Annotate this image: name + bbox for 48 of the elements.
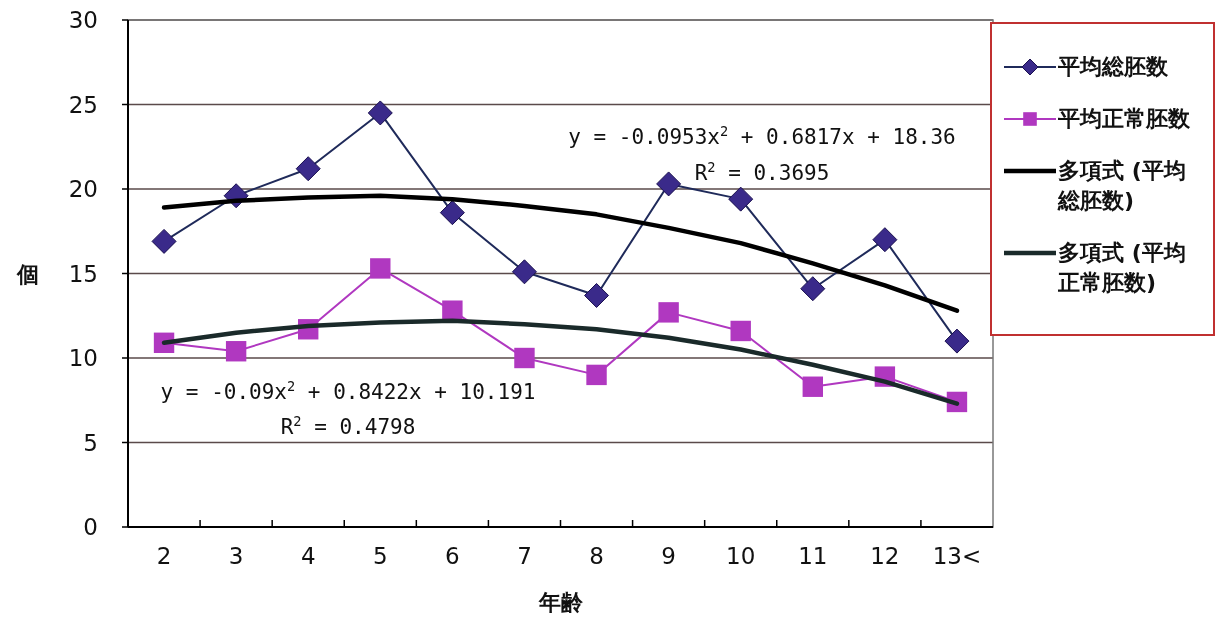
- point: [151, 228, 177, 254]
- legend-label: 多項式 (平均正常胚数): [1058, 239, 1187, 297]
- annotation: y = -0.09x$^{2}$ + 0.8422x + 10.191: [160, 378, 536, 404]
- point: [658, 302, 679, 323]
- point: [439, 200, 465, 226]
- point: [730, 320, 751, 342]
- point: [802, 376, 823, 397]
- x-tick-label: 2: [156, 543, 172, 569]
- point: [944, 328, 970, 354]
- legend-label: 平均総胚数: [1058, 53, 1169, 81]
- y-tick-label: 25: [68, 91, 98, 118]
- point: [511, 259, 537, 285]
- x-tick-label: 3: [228, 543, 244, 569]
- point: [367, 100, 393, 126]
- point: [872, 227, 898, 253]
- point: [442, 300, 463, 321]
- point: [584, 282, 610, 308]
- x-tick-label: 6: [445, 543, 460, 569]
- annotation: R$^{2}$ = 0.4798: [280, 413, 416, 439]
- y-tick-label: 30: [68, 7, 98, 33]
- legend-label: 多項式 (平均総胚数): [1058, 157, 1187, 215]
- x-axis-title: 年齢: [537, 590, 584, 615]
- x-tick-label: 13<: [932, 543, 982, 569]
- point: [586, 364, 607, 386]
- y-tick-label: 5: [83, 429, 98, 456]
- y-tick-label: 15: [68, 260, 98, 287]
- x-tick-label: 12: [870, 543, 900, 569]
- point: [728, 186, 754, 212]
- y-tick-label: 20: [68, 176, 98, 202]
- x-tick-label: 5: [372, 543, 388, 569]
- point: [225, 341, 247, 362]
- y-axis-title: 個: [16, 261, 39, 287]
- annotation: R$^{2}$ = 0.3695: [694, 159, 830, 185]
- y-tick-label: 0: [83, 514, 98, 540]
- x-tick-label: 11: [798, 543, 828, 569]
- annotation: y = -0.0953x$^{2}$ + 0.6817x + 18.36: [568, 123, 956, 149]
- legend-label: 平均正常胚数: [1058, 105, 1191, 133]
- point: [656, 171, 682, 197]
- x-tick-label: 8: [589, 543, 604, 569]
- point: [514, 347, 535, 369]
- x-tick-label: 7: [517, 543, 532, 569]
- point: [370, 258, 391, 279]
- point: [295, 156, 321, 182]
- x-tick-label: 9: [661, 543, 676, 569]
- y-tick-label: 10: [68, 345, 98, 371]
- point: [800, 276, 826, 302]
- x-tick-label: 10: [726, 543, 756, 569]
- x-tick-label: 4: [300, 543, 316, 569]
